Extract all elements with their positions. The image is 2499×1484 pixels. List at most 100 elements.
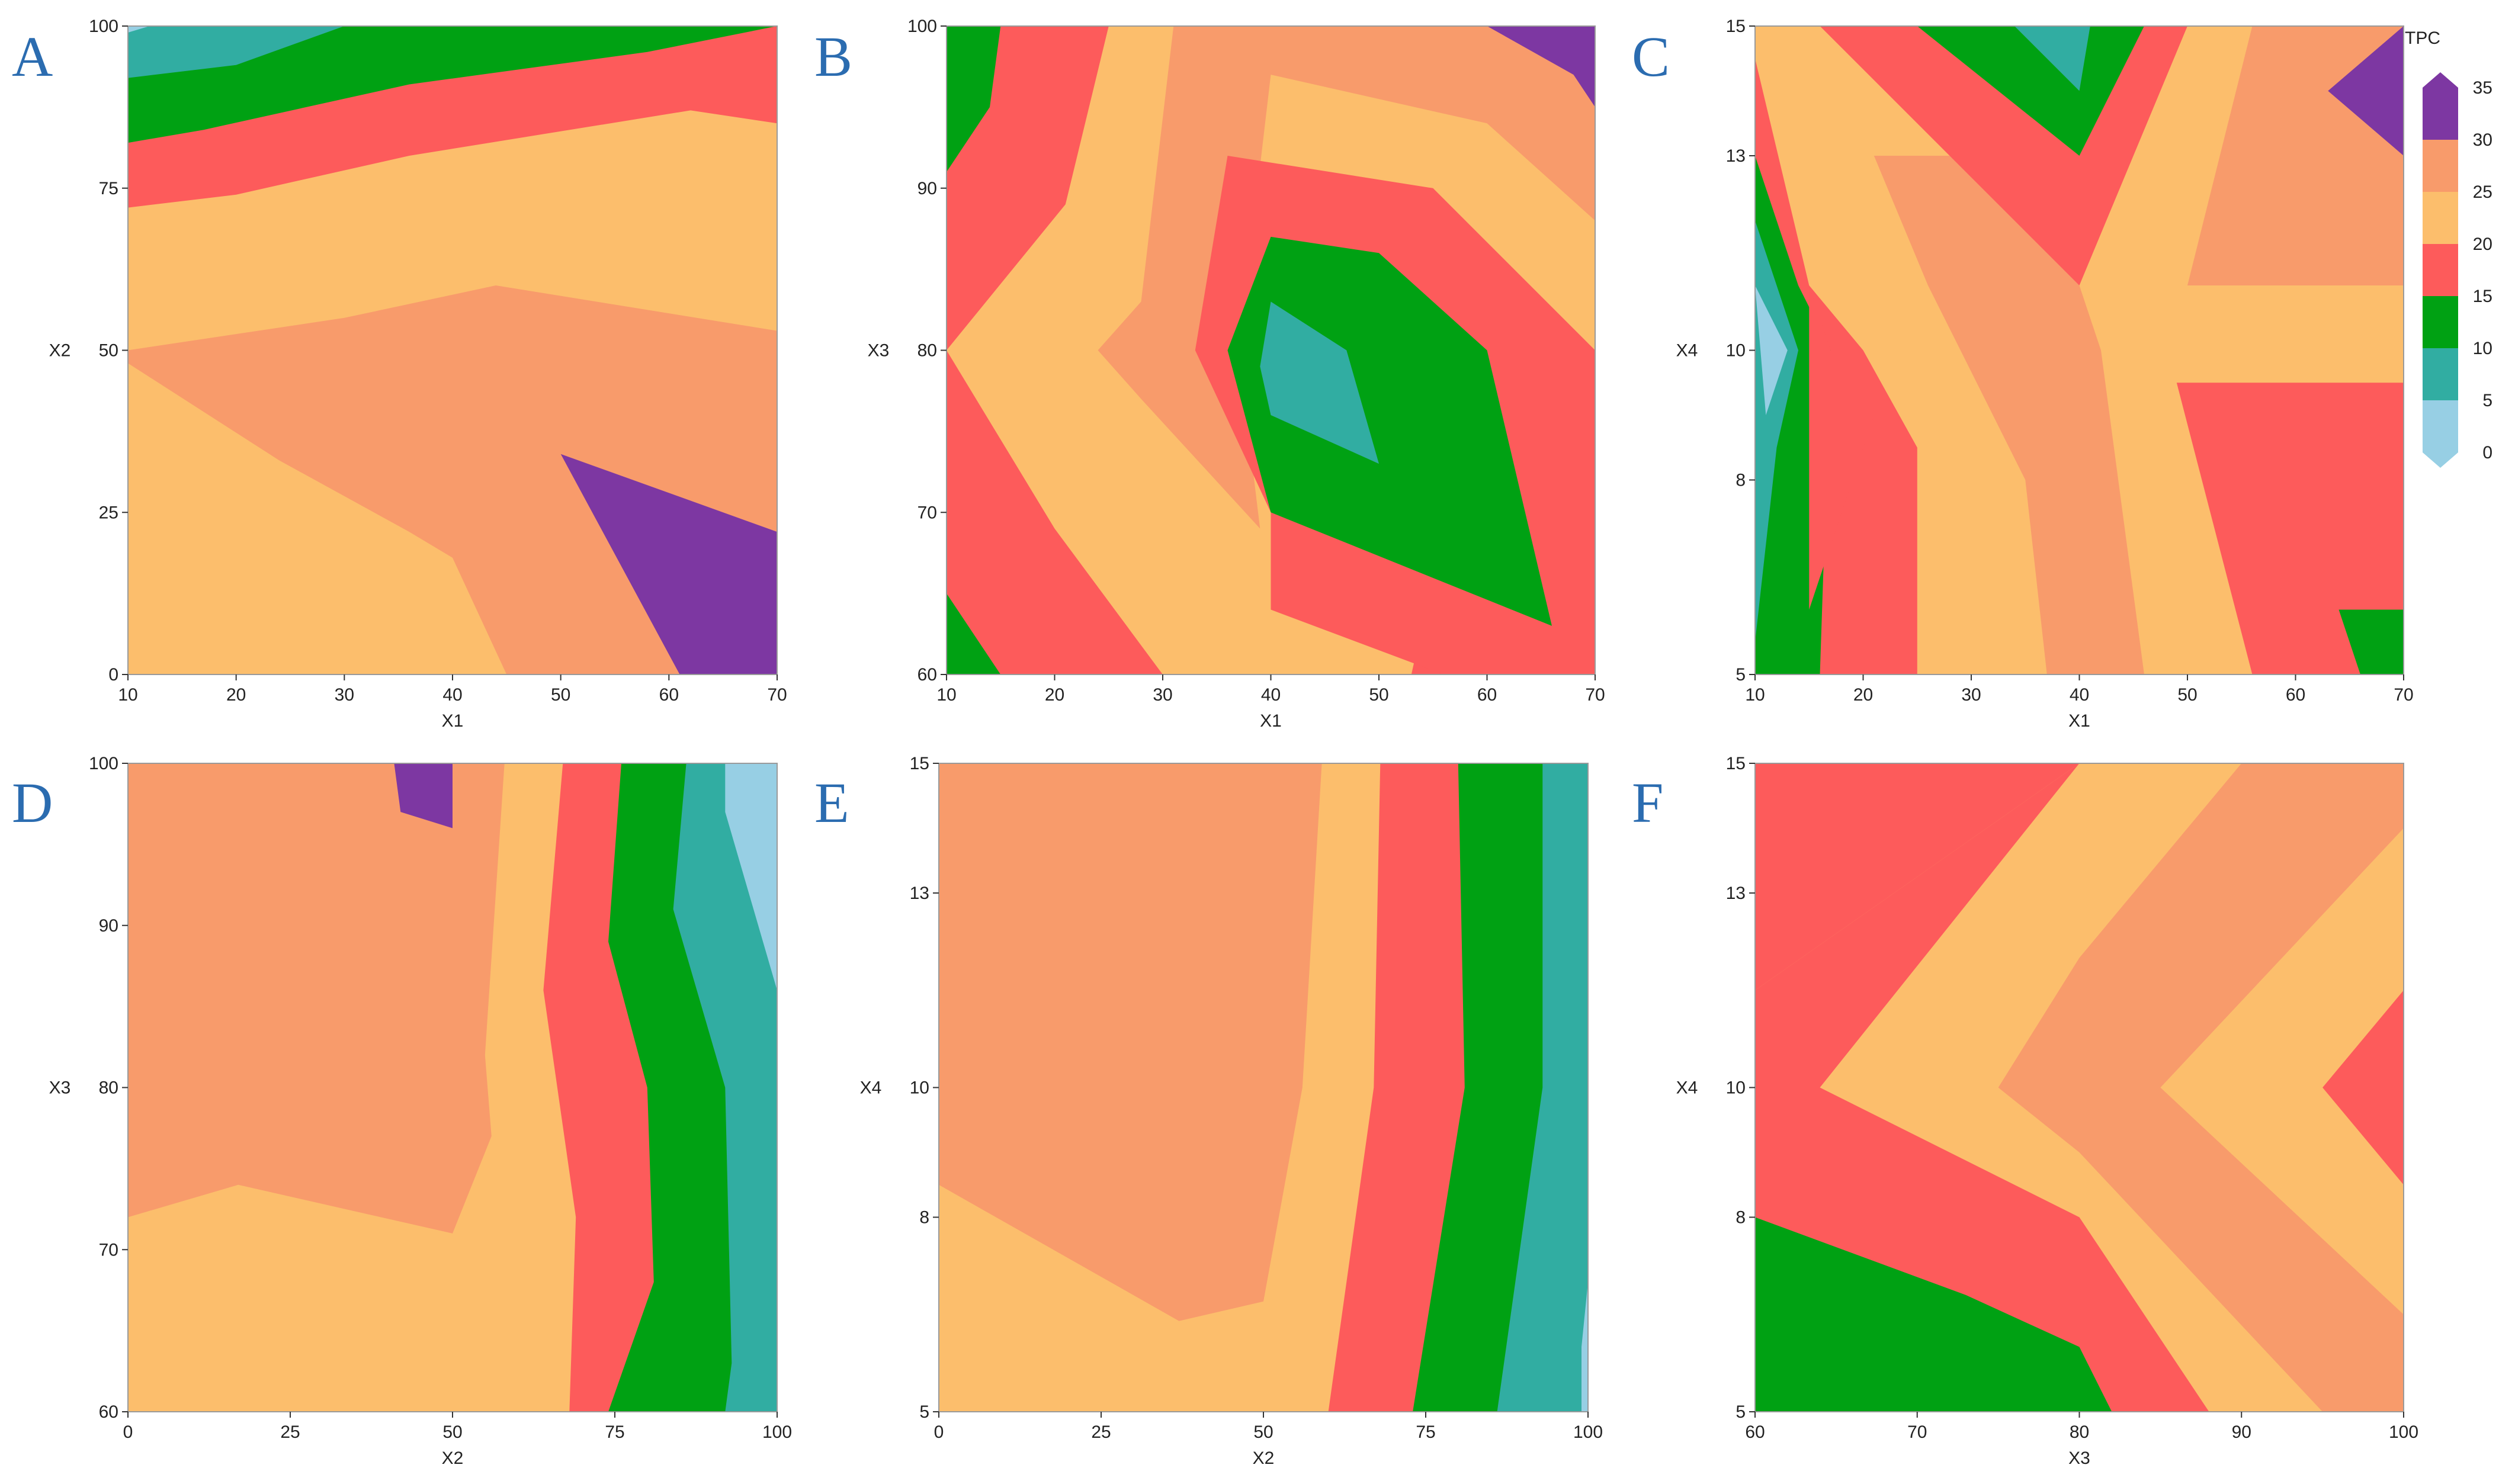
x-tick-label: 50: [442, 1422, 462, 1442]
legend-tick-label: 10: [2473, 339, 2492, 358]
x-tick-label: 70: [767, 685, 787, 705]
legend-tick-label: 25: [2473, 182, 2492, 202]
y-tick-label: 0: [108, 665, 118, 685]
contour-region-0-5: [725, 763, 777, 991]
y-tick-label: 25: [99, 503, 118, 522]
contour-region-10-15: [2338, 609, 2404, 674]
x-tick-label: 70: [1585, 685, 1605, 705]
legend-swatch: [2423, 192, 2458, 244]
contour-regions: [939, 763, 1588, 1412]
x-tick-label: 100: [762, 1422, 792, 1442]
contour-region-10-15: [947, 593, 1001, 674]
panel-e: 0 25 50 75 100 5 8 10 13 15 X2 X4 E: [814, 754, 1603, 1468]
y-tick-label: 8: [1735, 1208, 1746, 1228]
contour-region-0-5: [128, 26, 150, 33]
legend-swatch: [2423, 400, 2458, 452]
legend: TPC 35 30 25 20 15 10 5 0: [2405, 28, 2492, 468]
legend-tick-label: 0: [2482, 443, 2492, 462]
y-axis-title: X4: [860, 1078, 882, 1098]
x-axis-title: X3: [2068, 1448, 2090, 1468]
contour-region-25-30: [939, 763, 1322, 1321]
x-axis-title: X2: [442, 1448, 464, 1468]
contour-region-25-30: [1998, 763, 2404, 1412]
panel-f: 60 70 80 90 100 5 8 10 13 15 X3 X4 F: [1632, 754, 2418, 1468]
contour-region-5-10: [1497, 763, 1588, 1412]
contour-region-25-30: [128, 763, 505, 1234]
legend-title: TPC: [2405, 28, 2440, 48]
y-tick-label: 70: [99, 1240, 118, 1260]
x-tick-label: 70: [2394, 685, 2413, 705]
y-axis-title: X4: [1676, 341, 1698, 361]
contour-region-10-15: [947, 26, 1001, 172]
x-axis-title: X2: [1253, 1448, 1275, 1468]
contour-region-15-20: [1809, 285, 1874, 610]
panel-letter: D: [12, 771, 53, 834]
x-tick-label: 20: [226, 685, 246, 705]
y-tick-label: 8: [1735, 471, 1746, 490]
legend-tick-label: 20: [2473, 235, 2492, 254]
x-tick-label: 60: [1745, 1422, 1765, 1442]
x-tick-label: 90: [2232, 1422, 2251, 1442]
legend-swatch: [2423, 296, 2458, 348]
x-tick-label: 40: [442, 685, 462, 705]
legend-tick-label: 5: [2482, 391, 2492, 410]
x-tick-label: 30: [1961, 685, 1981, 705]
panel-letter: C: [1632, 25, 1670, 88]
legend-tick-label: 35: [2473, 78, 2492, 98]
contour-region-5-10: [1260, 301, 1379, 464]
legend-tick-label: 15: [2473, 287, 2492, 306]
x-tick-label: 10: [936, 685, 956, 705]
contour-region-15-20: [1755, 763, 2209, 1412]
y-tick-label: 10: [1726, 1078, 1746, 1098]
x-tick-label: 75: [1416, 1422, 1435, 1442]
x-tick-label: 0: [123, 1422, 133, 1442]
x-tick-label: 40: [2070, 685, 2089, 705]
y-tick-label: 13: [1726, 884, 1746, 903]
y-tick-label: 8: [919, 1208, 929, 1228]
panel-letter: A: [12, 25, 53, 88]
x-tick-label: 25: [280, 1422, 300, 1442]
y-tick-label: 70: [918, 503, 937, 522]
x-tick-label: 0: [934, 1422, 944, 1442]
x-tick-label: 20: [1853, 685, 1873, 705]
contour-region-10-15: [1917, 26, 2144, 156]
contour-region-5-10: [2014, 26, 2090, 91]
y-tick-label: 15: [1726, 754, 1746, 773]
legend-arrow-bottom: [2423, 452, 2458, 468]
contour-region-5-10: [128, 26, 345, 78]
y-tick-label: 13: [910, 884, 929, 903]
x-tick-label: 50: [551, 685, 570, 705]
y-tick-label: 100: [89, 754, 118, 773]
legend-swatch: [2423, 348, 2458, 400]
x-tick-label: 50: [1369, 685, 1388, 705]
y-tick-label: 5: [1735, 665, 1746, 685]
panel-b: 10 20 30 40 50 60 70 60 70 80 90 100 X1 X3 B: [814, 17, 1605, 731]
contour-region-25-30: [1874, 156, 2144, 674]
contour-regions: [947, 26, 1595, 674]
legend-arrow-top: [2423, 72, 2458, 88]
contour-region-25-30: [128, 285, 777, 674]
x-tick-label: 75: [605, 1422, 624, 1442]
x-tick-label: 60: [1477, 685, 1497, 705]
panel-letter: E: [814, 771, 849, 834]
y-tick-label: 13: [1726, 146, 1746, 166]
x-tick-label: 20: [1045, 685, 1064, 705]
contour-region-30-35: [560, 454, 777, 674]
contour-region-10-15: [1755, 1217, 2112, 1412]
y-tick-label: 90: [918, 179, 937, 198]
panel-letter: F: [1632, 771, 1663, 834]
contour-region-0-5: [1755, 285, 1788, 415]
y-axis-title: X3: [49, 1078, 71, 1098]
contour-region-30-35: [2328, 26, 2404, 156]
legend-swatch: [2423, 88, 2458, 140]
y-tick-label: 5: [919, 1402, 929, 1422]
y-tick-label: 60: [918, 665, 937, 685]
y-tick-label: 50: [99, 341, 118, 361]
x-tick-label: 80: [2070, 1422, 2089, 1442]
contour-region-30-35: [394, 763, 453, 828]
y-tick-label: 80: [99, 1078, 118, 1098]
contour-regions: [128, 763, 777, 1412]
y-tick-label: 10: [910, 1078, 929, 1098]
x-tick-label: 25: [1091, 1422, 1111, 1442]
